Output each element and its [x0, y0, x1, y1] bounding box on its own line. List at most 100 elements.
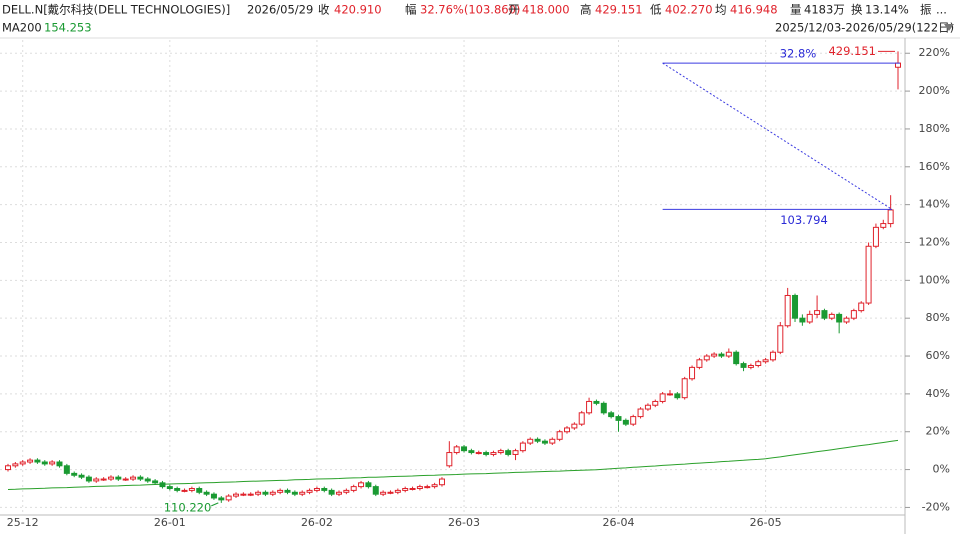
candle: [380, 490, 387, 497]
y-tick-label: 0%: [933, 463, 950, 476]
candle: [210, 492, 217, 500]
candle: [306, 488, 313, 495]
y-tick-label: 200%: [919, 84, 950, 97]
date: 2026/05/29: [247, 3, 313, 17]
candle: [637, 407, 644, 419]
candle: [586, 397, 593, 415]
candle-body: [166, 486, 173, 490]
candle: [505, 448, 512, 457]
candle: [181, 488, 188, 493]
value: 402.270: [665, 3, 713, 17]
candle: [269, 490, 276, 497]
candle-body: [483, 452, 490, 455]
candle-body: [689, 366, 696, 380]
candle: [836, 312, 843, 334]
header: DELL.N[戴尔科技(DELL TECHNOLOGIES)] 2026/05/…: [0, 3, 960, 534]
min-pointer: [211, 502, 219, 507]
candle: [769, 350, 776, 362]
candle: [284, 488, 291, 495]
candle: [865, 242, 872, 305]
candle: [343, 488, 350, 495]
y-tick-label: 120%: [919, 235, 950, 248]
candle-body: [41, 461, 48, 465]
candle-body: [144, 478, 151, 482]
candle: [41, 460, 48, 466]
candle-body: [269, 491, 276, 495]
label: 开: [508, 3, 520, 17]
candle: [895, 51, 901, 90]
candle: [78, 473, 85, 480]
candle-body: [372, 486, 379, 495]
candle: [887, 195, 894, 228]
candle-body: [872, 226, 879, 247]
candle-body: [380, 491, 387, 495]
candle-body: [431, 484, 438, 488]
candle: [475, 450, 482, 455]
candle: [703, 354, 710, 362]
candle: [159, 480, 166, 489]
candle: [365, 480, 372, 489]
candle: [490, 450, 497, 457]
candle: [49, 460, 56, 466]
x-tick-label: 26-03: [448, 516, 480, 529]
candle: [431, 482, 438, 489]
candle: [549, 437, 556, 445]
candle-body: [644, 404, 651, 410]
candle-body: [365, 482, 372, 488]
candle-body: [100, 478, 107, 481]
candle: [777, 321, 784, 355]
candle: [247, 492, 254, 497]
candle-body: [880, 223, 887, 228]
candle-body: [681, 378, 688, 399]
candle-body: [358, 482, 365, 488]
candle: [740, 361, 747, 372]
candle-body: [461, 446, 468, 452]
candle: [541, 439, 548, 445]
candle-body: [71, 472, 78, 476]
candle: [402, 486, 409, 493]
candle-body: [814, 310, 821, 315]
range: 2025/12/03-2026/05/29(122日): [775, 21, 954, 35]
candle: [843, 316, 850, 324]
candle: [203, 490, 210, 497]
candle: [615, 414, 622, 432]
y-tick-label: 80%: [926, 311, 950, 324]
label: 收: [318, 3, 330, 17]
candle-body: [534, 438, 541, 442]
ma-value: 154.253: [44, 21, 92, 35]
candle: [718, 352, 725, 358]
dropdown[interactable]: [944, 24, 954, 31]
candle: [659, 391, 666, 404]
y-tick-label: -20%: [922, 500, 950, 513]
candle: [218, 496, 225, 503]
candle: [578, 410, 585, 427]
candle-body: [137, 476, 144, 480]
candle-body: [394, 489, 401, 493]
label: 幅: [405, 3, 417, 17]
ma-label: MA200: [2, 21, 42, 35]
candle-body: [446, 452, 453, 467]
candle: [446, 441, 453, 468]
candle: [34, 458, 41, 464]
candle: [630, 414, 637, 427]
candle-body: [247, 493, 254, 496]
candle-body: [453, 446, 460, 454]
y-tick-label: 60%: [926, 349, 950, 362]
candle: [674, 391, 681, 400]
min-label: 110.220: [164, 500, 212, 514]
candle-body: [233, 493, 240, 497]
candle-body: [821, 310, 828, 319]
candle: [372, 484, 379, 497]
candle: [696, 357, 703, 370]
candle-body: [350, 486, 357, 491]
candle-body: [505, 450, 512, 455]
candle-body: [402, 488, 409, 491]
y-tick-label: 160%: [919, 160, 950, 173]
candle: [225, 494, 232, 502]
candle-body: [769, 351, 776, 361]
candle-body: [12, 463, 19, 467]
candle-body: [63, 465, 70, 474]
x-tick-label: 26-05: [750, 516, 782, 529]
candle-body: [291, 491, 298, 495]
